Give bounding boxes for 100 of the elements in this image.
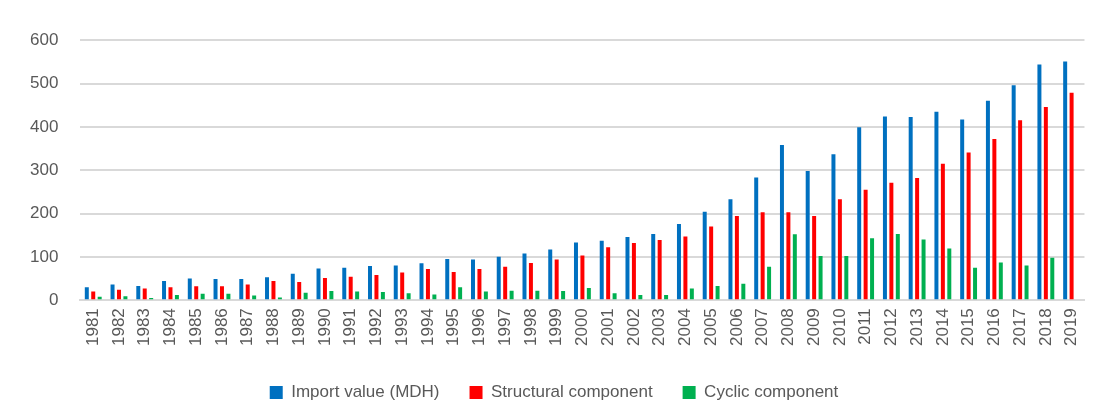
bar	[509, 290, 514, 300]
x-tick-label: 1986	[211, 308, 231, 347]
bar	[586, 288, 591, 300]
bar	[702, 211, 707, 300]
bar	[374, 275, 379, 300]
x-tick-label: 2004	[675, 308, 695, 347]
y-tick-label: 300	[29, 159, 59, 179]
x-tick-label: 1990	[314, 308, 334, 347]
bar	[889, 182, 894, 300]
bar	[425, 268, 430, 300]
y-tick-label: 0	[48, 289, 59, 309]
bar	[329, 291, 334, 300]
bar	[116, 289, 121, 300]
legend-label: Import value (MDH)	[291, 382, 440, 402]
bar	[252, 295, 257, 300]
x-tick-label: 1983	[134, 308, 154, 347]
x-tick-label: 2018	[1035, 308, 1055, 347]
bar	[496, 256, 501, 300]
x-tick-label: 2003	[649, 308, 669, 347]
bar	[554, 259, 559, 300]
bar	[934, 111, 939, 300]
bar	[187, 278, 192, 300]
bar	[915, 177, 920, 300]
x-tick-label: 2008	[778, 308, 798, 347]
x-tick-label: 2009	[803, 308, 823, 347]
bar	[91, 291, 96, 300]
bar	[992, 138, 997, 300]
bar	[1037, 64, 1042, 300]
bar	[1024, 265, 1029, 300]
bar	[779, 145, 784, 300]
x-tick-label: 1981	[82, 308, 102, 347]
bar	[219, 286, 224, 300]
legend-label: Cyclic component	[704, 382, 839, 402]
x-tick-label: 2016	[984, 308, 1004, 347]
bar	[316, 268, 321, 300]
bar	[638, 294, 643, 300]
bar	[728, 199, 733, 300]
bar	[908, 116, 913, 300]
y-tick-label: 600	[29, 29, 59, 49]
x-tick-label: 1999	[546, 308, 566, 347]
bar	[683, 236, 688, 300]
bar	[631, 242, 636, 300]
bar	[123, 296, 128, 300]
y-tick-label: 200	[29, 203, 59, 223]
bar	[870, 238, 875, 300]
bar	[786, 212, 791, 300]
x-tick-label: 2012	[881, 308, 901, 347]
bar	[960, 119, 965, 300]
x-tick-label: 2010	[829, 308, 849, 347]
bar	[400, 272, 405, 300]
bar	[921, 239, 926, 300]
bar	[451, 272, 456, 300]
bar	[792, 234, 797, 300]
bar	[664, 294, 669, 300]
bar	[303, 292, 308, 300]
bar	[760, 212, 765, 300]
x-tick-label: 1984	[160, 308, 180, 347]
bar	[863, 189, 868, 300]
bar	[522, 253, 527, 300]
bar	[805, 171, 810, 300]
x-tick-label: 2005	[700, 308, 720, 347]
bar	[1011, 85, 1016, 300]
bar	[168, 287, 173, 300]
bar	[599, 240, 604, 300]
x-tick-label: 2013	[906, 308, 926, 347]
y-tick-label: 500	[29, 73, 59, 93]
bar	[239, 278, 244, 300]
bar	[200, 293, 205, 300]
bar	[136, 285, 141, 300]
bar	[342, 267, 347, 300]
bar	[477, 268, 482, 300]
bar	[503, 266, 508, 300]
legend-label: Structural component	[491, 382, 653, 402]
bar	[573, 242, 578, 300]
x-tick-label: 1996	[469, 308, 489, 347]
y-tick-label: 100	[29, 246, 59, 266]
bar	[297, 281, 302, 300]
bar	[368, 265, 373, 300]
x-tick-label: 2006	[726, 308, 746, 347]
bar	[689, 288, 694, 300]
x-tick-label: 1998	[520, 308, 540, 347]
bar	[767, 266, 772, 300]
bar	[561, 291, 566, 300]
x-tick-label: 2002	[623, 308, 643, 347]
x-tick-label: 1994	[417, 308, 437, 347]
bar	[265, 277, 270, 300]
bar	[754, 177, 759, 300]
x-tick-label: 2007	[752, 308, 772, 347]
bar	[741, 283, 746, 300]
bar	[676, 223, 681, 300]
bar	[857, 127, 862, 300]
bar	[709, 226, 714, 300]
bar	[213, 278, 218, 300]
x-tick-label: 2015	[958, 308, 978, 347]
x-tick-label: 2017	[1009, 308, 1029, 347]
bar	[1050, 257, 1055, 300]
bar	[162, 281, 167, 300]
bar	[348, 276, 353, 300]
bar	[985, 100, 990, 300]
x-tick-label: 1989	[288, 308, 308, 347]
